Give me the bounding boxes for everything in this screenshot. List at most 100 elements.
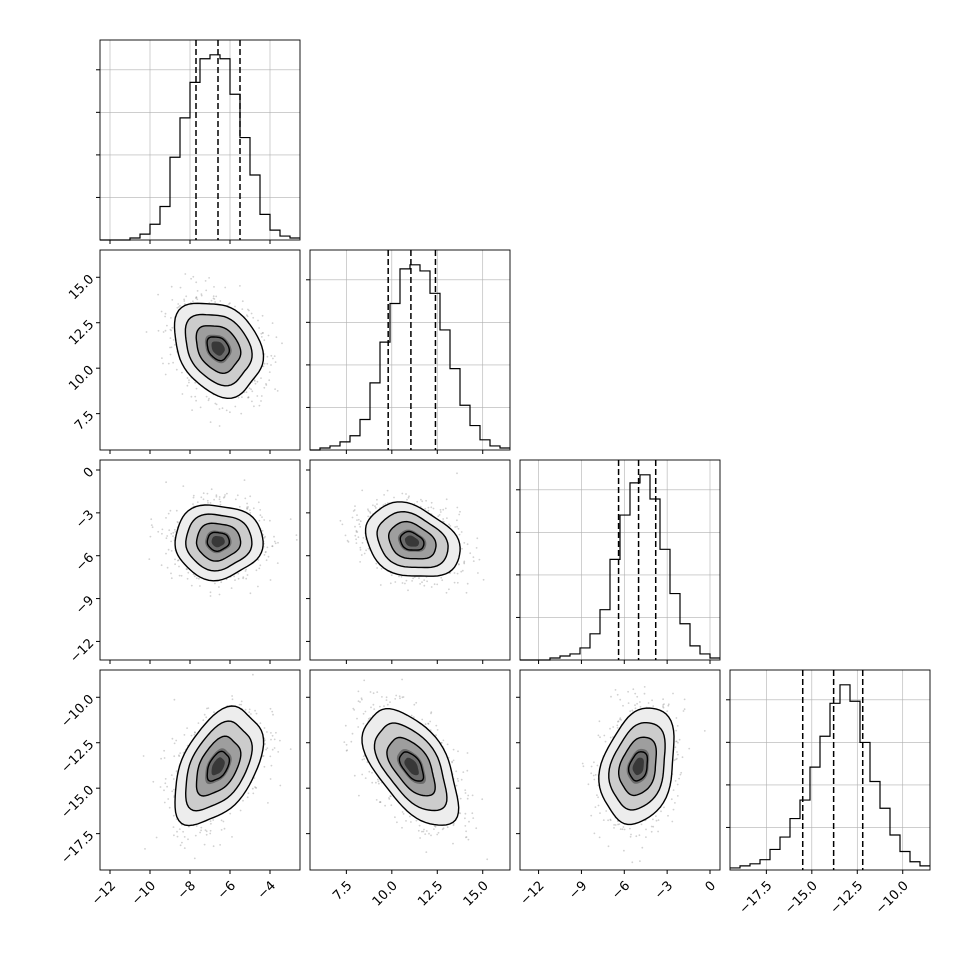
histogram-panel-2 bbox=[306, 249, 511, 451]
scatter-point bbox=[675, 740, 678, 743]
scatter-point bbox=[212, 819, 215, 821]
panel-frame bbox=[309, 459, 511, 661]
scatter-panel-1-2 bbox=[99, 249, 301, 451]
x-tick-label: −10 bbox=[129, 878, 159, 908]
scatter-point bbox=[512, 856, 514, 858]
scatter-point bbox=[219, 844, 222, 846]
scatter-point bbox=[630, 833, 632, 836]
scatter-point bbox=[355, 542, 358, 544]
scatter-point bbox=[442, 739, 445, 742]
scatter-point bbox=[164, 315, 167, 318]
scatter-point bbox=[258, 567, 261, 570]
scatter-point bbox=[359, 546, 362, 549]
scatter-point bbox=[452, 842, 454, 845]
scatter-point bbox=[214, 402, 217, 405]
scatter-point bbox=[363, 758, 366, 760]
scatter-point bbox=[218, 586, 220, 588]
scatter-point bbox=[401, 826, 403, 829]
scatter-point bbox=[151, 526, 154, 529]
scatter-point bbox=[405, 579, 408, 582]
scatter-point bbox=[273, 738, 276, 741]
scatter-point bbox=[360, 554, 363, 556]
scatter-point bbox=[370, 706, 372, 709]
scatter-point bbox=[169, 328, 172, 331]
scatter-point bbox=[190, 734, 193, 737]
scatter-point bbox=[616, 724, 619, 727]
scatter-point bbox=[246, 502, 249, 505]
x-tick-label: −12 bbox=[518, 878, 548, 908]
scatter-point bbox=[395, 694, 398, 697]
scatter-point bbox=[423, 584, 426, 587]
histogram-step-1 bbox=[100, 54, 300, 241]
scatter-point bbox=[405, 493, 407, 495]
scatter-point bbox=[160, 564, 163, 567]
scatter-point bbox=[655, 819, 658, 822]
scatter-point bbox=[210, 488, 213, 491]
scatter-point bbox=[464, 812, 467, 815]
scatter-point bbox=[160, 757, 163, 760]
scatter-point bbox=[660, 810, 662, 813]
scatter-point bbox=[616, 726, 619, 729]
scatter-point bbox=[178, 754, 180, 757]
contour-line bbox=[184, 313, 253, 387]
scatter-point bbox=[270, 738, 272, 741]
scatter-point bbox=[269, 519, 271, 522]
scatter-point bbox=[415, 819, 418, 822]
scatter-point bbox=[249, 592, 252, 595]
scatter-point bbox=[183, 734, 186, 736]
scatter-point bbox=[215, 494, 218, 497]
scatter-point bbox=[404, 582, 406, 585]
scatter-point bbox=[263, 554, 266, 556]
scatter-point bbox=[621, 828, 624, 831]
x-tick-label: −15.0 bbox=[782, 878, 821, 917]
scatter-point bbox=[273, 540, 276, 543]
scatter-point bbox=[162, 331, 165, 333]
x-tick-label: −9 bbox=[566, 878, 590, 902]
scatter-point bbox=[172, 826, 175, 828]
scatter-point bbox=[469, 552, 472, 555]
scatter-point bbox=[269, 707, 272, 710]
scatter-point bbox=[186, 727, 189, 729]
scatter-point bbox=[270, 732, 272, 734]
scatter-point bbox=[202, 492, 205, 495]
scatter-point bbox=[257, 585, 259, 588]
scatter-point bbox=[676, 757, 678, 760]
scatter-point bbox=[462, 771, 465, 773]
scatter-point bbox=[619, 717, 622, 719]
scatter-point bbox=[193, 575, 196, 578]
scatter-point bbox=[367, 509, 370, 512]
scatter-point bbox=[157, 293, 160, 296]
scatter-point bbox=[209, 829, 212, 832]
scatter-point bbox=[438, 514, 441, 516]
scatter-point bbox=[456, 506, 459, 509]
scatter-point bbox=[277, 541, 279, 544]
scatter-point bbox=[199, 406, 202, 409]
scatter-point bbox=[619, 828, 622, 830]
scatter-point bbox=[430, 834, 432, 837]
panel-frame bbox=[309, 249, 511, 451]
scatter-point bbox=[467, 838, 470, 841]
scatter-point bbox=[455, 770, 458, 773]
scatter-point bbox=[266, 747, 269, 749]
scatter-point bbox=[652, 705, 655, 707]
y-tick-label: −12.5 bbox=[59, 737, 98, 776]
scatter-point bbox=[596, 794, 598, 797]
scatter-point bbox=[254, 786, 256, 788]
scatter-point bbox=[458, 563, 460, 565]
scatter-point bbox=[471, 794, 474, 797]
scatter-point bbox=[218, 425, 221, 427]
contour-line bbox=[195, 325, 242, 375]
scatter-point bbox=[247, 506, 250, 508]
scatter-point bbox=[610, 695, 612, 698]
scatter-point bbox=[271, 545, 274, 548]
y-tick-label: 15.0 bbox=[66, 272, 97, 303]
density-fill bbox=[211, 341, 225, 356]
scatter-point bbox=[202, 719, 205, 722]
scatter-point bbox=[172, 778, 175, 780]
scatter-point bbox=[599, 812, 601, 814]
scatter-point bbox=[161, 532, 163, 535]
scatter-point bbox=[598, 720, 601, 723]
scatter-point bbox=[172, 339, 175, 341]
scatter-point bbox=[161, 528, 164, 531]
scatter-point bbox=[207, 502, 209, 504]
